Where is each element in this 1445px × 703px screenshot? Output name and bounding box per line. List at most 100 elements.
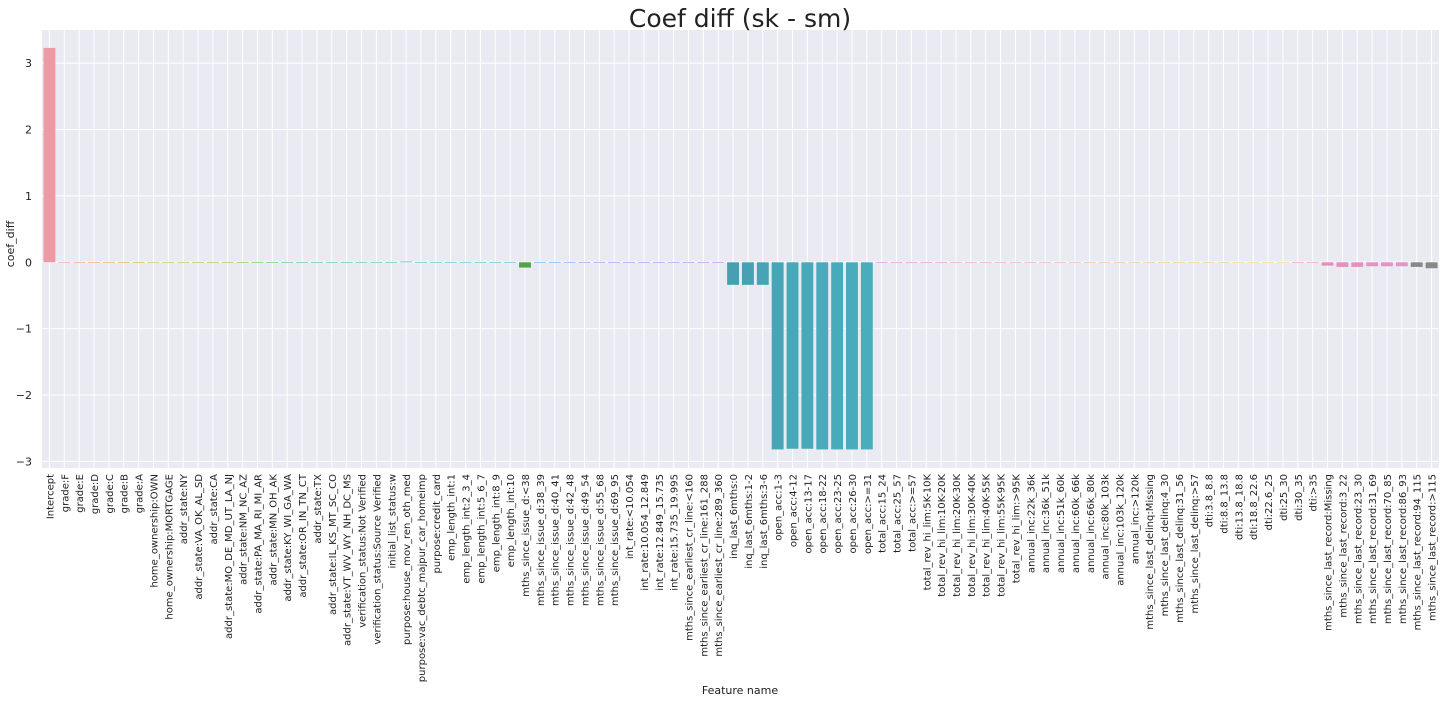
x-tick-label: inq_last_6mths:0 bbox=[729, 474, 740, 559]
bar bbox=[637, 262, 650, 263]
bar bbox=[1381, 262, 1393, 267]
x-tick-label: total_acc:>=57 bbox=[907, 474, 918, 552]
x-tick-label: inq_last_6mths:3-6 bbox=[759, 474, 770, 569]
x-tick-label: inq_last_6mths:1-2 bbox=[744, 474, 755, 569]
bar bbox=[177, 262, 190, 263]
y-tick-label: 0 bbox=[25, 256, 32, 269]
bar bbox=[801, 262, 814, 449]
bar bbox=[102, 262, 115, 263]
bar bbox=[1039, 262, 1052, 263]
bar bbox=[920, 262, 933, 263]
x-tick-label: annual_inc:60k_66k bbox=[1071, 474, 1082, 573]
bar bbox=[1351, 262, 1364, 267]
x-tick-label: mths_since_last_record:86_93 bbox=[1398, 474, 1409, 624]
x-tick-label: open_acc:>=31 bbox=[863, 474, 874, 554]
bar bbox=[771, 262, 784, 450]
x-tick-label: grade:D bbox=[90, 474, 101, 514]
bar bbox=[935, 262, 948, 263]
x-axis-label: Feature name bbox=[702, 684, 778, 697]
x-tick-label: total_rev_hi_lim:20K-30K bbox=[952, 474, 963, 597]
x-tick-label: annual_inc:80k_103k bbox=[1101, 474, 1112, 580]
x-tick-label: purpose:house_mov_ren_oth_med bbox=[402, 474, 413, 645]
bar bbox=[1202, 262, 1215, 263]
bar bbox=[221, 262, 234, 263]
x-tick-label: mths_since_earliest_cr_line:161_288 bbox=[699, 474, 710, 657]
y-tick-label: −3 bbox=[16, 455, 32, 468]
bar bbox=[370, 262, 383, 263]
y-tick-label: 2 bbox=[25, 124, 32, 137]
y-tick-label: −2 bbox=[16, 389, 32, 402]
x-tick-label: Intercept bbox=[45, 474, 56, 519]
x-tick-label: total_rev_hi_lim:55K-95K bbox=[997, 474, 1008, 597]
bar bbox=[489, 262, 502, 263]
bar bbox=[429, 262, 442, 263]
x-tick-label: total_acc:25_57 bbox=[893, 474, 904, 553]
x-tick-label: addr_state:TX bbox=[313, 474, 324, 544]
bar bbox=[117, 262, 130, 263]
bar bbox=[281, 262, 294, 263]
bar bbox=[964, 262, 977, 263]
x-tick-label: addr_state:VA_OK_AL_SD bbox=[194, 474, 205, 600]
bar bbox=[860, 262, 873, 450]
x-tick-label: mths_since_last_record:23_30 bbox=[1353, 474, 1364, 624]
x-tick-label: int_rate:12.849_15.735 bbox=[655, 474, 666, 591]
x-tick-label: mths_since_earliest_cr_line:<160 bbox=[684, 474, 695, 641]
bar bbox=[533, 262, 546, 263]
bar bbox=[132, 262, 145, 263]
x-tick-label: emp_length_int:10 bbox=[506, 474, 517, 567]
x-tick-label: emp_length_int:8_9 bbox=[491, 474, 502, 572]
bar bbox=[1128, 262, 1141, 263]
x-tick-label: mths_since_issue_d:42_48 bbox=[566, 474, 577, 606]
bar bbox=[1291, 262, 1304, 263]
x-tick-label: verification_status:Not Verified bbox=[358, 474, 369, 628]
x-tick-label: mths_since_last_record:>115 bbox=[1428, 474, 1439, 621]
x-tick-label: dti:22.6_25 bbox=[1264, 474, 1275, 530]
bar bbox=[1068, 262, 1081, 263]
bar bbox=[147, 262, 160, 263]
x-tick-label: grade:F bbox=[60, 474, 71, 512]
bar bbox=[1425, 262, 1438, 269]
bars-layer bbox=[43, 47, 1438, 450]
y-axis-label: coef_diff bbox=[4, 220, 17, 267]
x-tick-label: open_acc:26-30 bbox=[848, 474, 859, 554]
y-tick-label: 3 bbox=[25, 57, 32, 70]
x-tick-label: dti:25_30 bbox=[1279, 474, 1290, 521]
bar bbox=[1113, 262, 1126, 263]
x-tick-label: addr_state:PA_MA_RI_MI_AR bbox=[253, 474, 264, 614]
x-tick-label: dti:3.8_8.8 bbox=[1205, 474, 1216, 527]
x-tick-label: dti:30_35 bbox=[1294, 474, 1305, 521]
bar bbox=[1009, 262, 1022, 263]
x-tick-label: grade:E bbox=[75, 474, 86, 513]
bar bbox=[1262, 262, 1275, 263]
bar bbox=[474, 262, 487, 263]
plot-background bbox=[42, 30, 1439, 468]
bar bbox=[192, 262, 204, 263]
bar bbox=[1054, 262, 1066, 263]
bar bbox=[1395, 262, 1408, 267]
x-tick-label: initial_list_status:w bbox=[387, 474, 398, 568]
bar bbox=[727, 262, 740, 285]
x-tick-label: annual_inc:66k_80k bbox=[1086, 474, 1097, 573]
bar bbox=[1306, 262, 1319, 263]
bar bbox=[608, 262, 621, 263]
bar bbox=[385, 262, 398, 263]
x-tick-label: annual_inc:>120k bbox=[1130, 474, 1141, 564]
x-tick-label: mths_since_issue_d:<38 bbox=[521, 474, 532, 597]
bar bbox=[667, 262, 680, 263]
bar bbox=[1336, 262, 1349, 267]
x-tick-label: addr_state:CA bbox=[209, 474, 220, 545]
bar bbox=[831, 262, 844, 450]
x-tick-label: mths_since_earliest_cr_line:289_360 bbox=[714, 474, 725, 657]
bar bbox=[1232, 262, 1245, 263]
x-tick-label: mths_since_last_record:31_69 bbox=[1368, 474, 1379, 624]
x-tick-label: mths_since_issue_d:55_68 bbox=[595, 474, 606, 606]
bar bbox=[697, 262, 710, 263]
bar bbox=[504, 262, 517, 263]
x-tick-label: grade:A bbox=[135, 474, 146, 513]
bar bbox=[1247, 262, 1260, 263]
x-tick-label: mths_since_issue_d:40_41 bbox=[551, 474, 562, 606]
x-tick-label: annual_inc:36k_51k bbox=[1041, 474, 1052, 573]
bar bbox=[162, 262, 175, 263]
bar bbox=[340, 262, 353, 263]
x-tick-label: mths_since_last_delinq:Missing bbox=[1145, 474, 1156, 630]
